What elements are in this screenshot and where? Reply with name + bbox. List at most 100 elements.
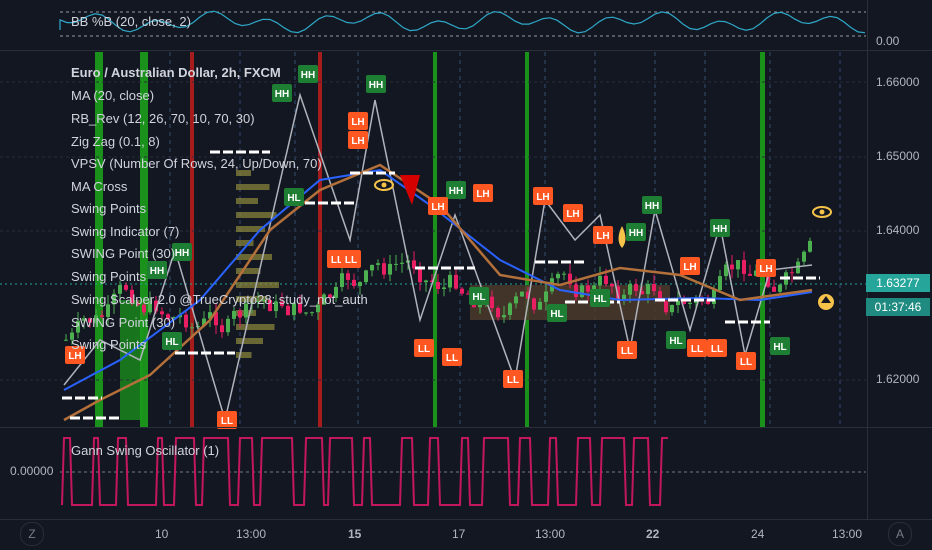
- svg-text:LH: LH: [759, 264, 772, 275]
- price-axis-separator: [867, 0, 868, 520]
- swing-badge-hh-5: HH: [446, 181, 466, 199]
- vp-row-5: [236, 240, 254, 246]
- candle-body: [748, 273, 752, 276]
- gann-indicator-label[interactable]: Gann Swing Oscillator (1): [71, 443, 220, 458]
- swing-badge-hh-3: HH: [172, 243, 192, 261]
- candle-body: [454, 274, 458, 289]
- legend-swing-point-1[interactable]: SWING Point (30): [71, 246, 176, 261]
- candle-body: [214, 312, 218, 326]
- candle-body: [808, 240, 812, 252]
- auto-scale-button[interactable]: A: [888, 522, 912, 546]
- time-tick-22: 22: [646, 527, 660, 541]
- swing-badge-lh-19: LH: [473, 184, 493, 202]
- legend-ma-cross[interactable]: MA Cross: [71, 179, 128, 194]
- time-tick-24: 24: [751, 527, 765, 541]
- legend-rb-rev[interactable]: RB_Rev (12, 26, 70, 10, 70, 30): [71, 111, 255, 126]
- candle-body: [256, 300, 260, 303]
- svg-text:LH: LH: [683, 262, 696, 273]
- up-arrow-glyph: [821, 296, 831, 303]
- candle-body: [622, 294, 626, 300]
- candle-body: [352, 279, 356, 286]
- price-tick-165000: 1.65000: [876, 149, 920, 163]
- svg-text:HL: HL: [550, 309, 563, 320]
- swing-badge-ll-34: LL: [736, 352, 756, 370]
- candle-body: [118, 285, 122, 294]
- svg-text:LH: LH: [351, 117, 364, 128]
- drop-icon: [618, 226, 626, 248]
- legend-swing-points-3[interactable]: Swing Points: [71, 337, 147, 352]
- candle-body: [478, 304, 482, 308]
- swing-badge-hh-6: HH: [642, 196, 662, 214]
- vp-row-11: [236, 324, 275, 330]
- candle-body: [526, 291, 530, 299]
- swing-badge-hl-13: HL: [666, 331, 686, 349]
- svg-text:HH: HH: [713, 224, 727, 235]
- candle-body: [634, 284, 638, 291]
- bb-indicator-label[interactable]: BB %B (20, close, 2): [71, 14, 191, 29]
- candle-body: [496, 308, 500, 318]
- legend-ma[interactable]: MA (20, close): [71, 88, 155, 103]
- gann-pane-separator[interactable]: [0, 427, 932, 428]
- zoom-button[interactable]: Z: [20, 522, 44, 546]
- legend-swing-points-2[interactable]: Swing Points: [71, 269, 147, 284]
- candle-body: [70, 332, 74, 340]
- swing-badge-hh-0: HH: [298, 65, 318, 83]
- swing-badge-hh-4: HH: [147, 261, 167, 279]
- svg-text:LH: LH: [68, 351, 81, 362]
- svg-text:LH: LH: [351, 136, 364, 147]
- legend-swing-indicator[interactable]: Swing Indicator (7): [71, 224, 180, 239]
- legend-vpsv[interactable]: VPSV (Number Of Rows, 24, Up/Down, 70): [71, 156, 322, 171]
- swing-badge-lh-23: LH: [680, 257, 700, 275]
- swing-badge-lh-21: LH: [563, 204, 583, 222]
- vp-row-8: [236, 282, 279, 288]
- svg-text:LH: LH: [566, 209, 579, 220]
- session-bar-1: [140, 52, 148, 427]
- candle-body: [568, 273, 572, 285]
- time-tick-15: 15: [348, 527, 362, 541]
- bb-axis-label: 0.00: [876, 34, 900, 48]
- legend-swing-points-1[interactable]: Swing Points: [71, 201, 147, 216]
- candle-body: [64, 339, 68, 341]
- candle-body: [508, 303, 512, 315]
- candle-body: [262, 299, 266, 301]
- svg-text:LL: LL: [446, 353, 458, 364]
- candle-body: [310, 312, 314, 314]
- swing-badge-ll-30: LL: [503, 370, 523, 388]
- bb-pane-separator[interactable]: [0, 50, 932, 51]
- svg-text:LL: LL: [331, 255, 343, 266]
- candle-body: [412, 260, 416, 269]
- candle-body: [94, 315, 98, 323]
- candle-body: [796, 261, 800, 274]
- swing-badge-hl-9: HL: [284, 188, 304, 206]
- price-tick-166000: 1.66000: [876, 75, 920, 89]
- legend-zigzag[interactable]: Zig Zag (0.1, 8): [71, 134, 160, 149]
- candle-body: [388, 263, 392, 275]
- eye-icon-pupil: [381, 182, 387, 188]
- candle-body: [418, 268, 422, 283]
- candle-body: [490, 296, 494, 309]
- candle-body: [520, 291, 524, 297]
- candle-body: [136, 303, 140, 305]
- session-bar-0: [95, 52, 103, 427]
- candle-body: [466, 293, 470, 295]
- candle-body: [298, 303, 302, 313]
- candle-body: [724, 264, 728, 277]
- legend-swing-point-2[interactable]: SWING Point (30): [71, 315, 176, 330]
- candle-body: [334, 286, 338, 298]
- symbol-title[interactable]: Euro / Australian Dollar, 2h, FXCM: [71, 65, 281, 80]
- svg-text:HH: HH: [369, 80, 383, 91]
- candle-body: [304, 312, 308, 314]
- legend-swing-scalper[interactable]: Swing Scalper 2.0 @TrueCrypto28: study_n…: [71, 292, 368, 307]
- candle-body: [598, 275, 602, 286]
- swing-badge-ll-27: LL: [341, 250, 361, 268]
- swing-badge-hh-8: HH: [710, 219, 730, 237]
- candle-body: [394, 263, 398, 265]
- svg-text:HL: HL: [472, 292, 485, 303]
- time-tick-1300-a: 13:00: [236, 527, 267, 541]
- candle-body: [706, 299, 710, 304]
- svg-text:LL: LL: [691, 344, 703, 355]
- swing-badge-hl-14: HL: [770, 337, 790, 355]
- swing-badge-lh-25: LH: [65, 346, 85, 364]
